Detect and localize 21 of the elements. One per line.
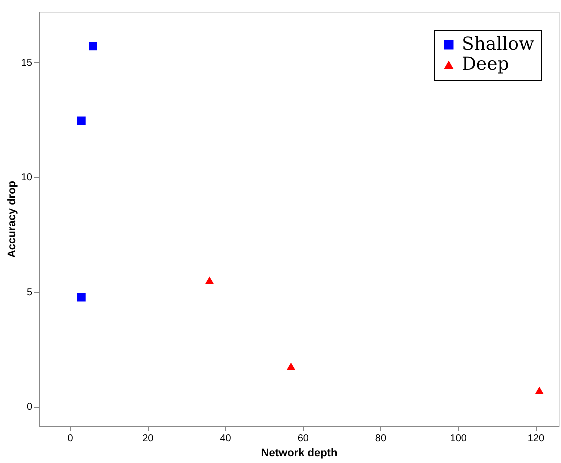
point xyxy=(89,42,98,51)
x-tick-label: 20 xyxy=(142,434,154,444)
x-tick-label: 0 xyxy=(68,434,74,444)
y-tick-label: 10 xyxy=(21,172,33,184)
point xyxy=(535,386,544,394)
legend-label: Shallow xyxy=(462,34,536,55)
y-tick-label: 15 xyxy=(21,58,33,69)
x-tick-label: 40 xyxy=(220,434,232,444)
point xyxy=(206,276,214,284)
point xyxy=(78,116,86,126)
x-tick-label: 120 xyxy=(528,434,545,444)
x-tick-label: 60 xyxy=(298,434,310,444)
x-tick-label: 80 xyxy=(375,434,387,444)
y-tick-label: 0 xyxy=(26,402,33,414)
x-tick-label: 100 xyxy=(450,434,468,444)
y-axis-title: Accuracy drop xyxy=(6,180,18,258)
point xyxy=(287,362,296,370)
legend-label: Deep xyxy=(462,54,510,75)
y-tick-label: 5 xyxy=(26,287,33,298)
x-axis-title: Network depth xyxy=(261,448,338,460)
point xyxy=(78,293,86,302)
